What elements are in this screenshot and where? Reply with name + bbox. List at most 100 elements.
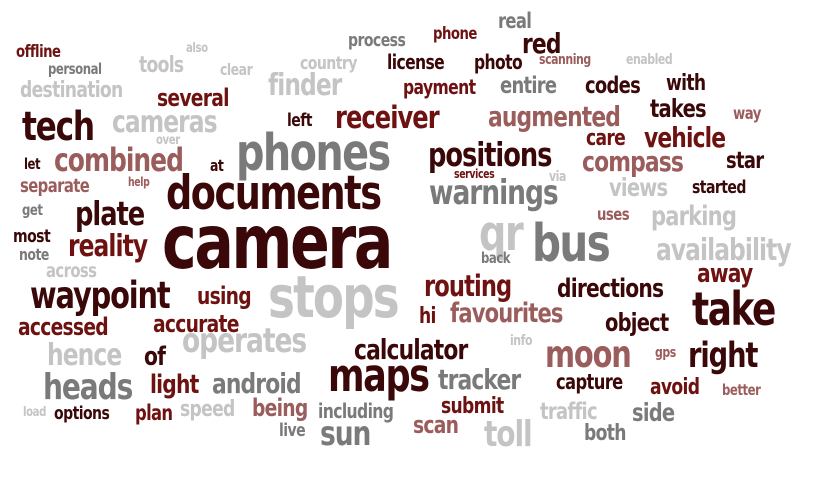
word: via (549, 169, 566, 185)
word: destination (20, 78, 123, 103)
word: plate (75, 194, 145, 233)
word: both (584, 421, 626, 446)
word: of (144, 342, 166, 372)
word: photo (474, 50, 523, 74)
word: info (510, 333, 533, 349)
word: moon (545, 333, 632, 376)
word: scan (413, 411, 459, 439)
word: let (24, 155, 41, 173)
word: accessed (18, 313, 109, 341)
word: country (300, 53, 357, 74)
word: warnings (429, 173, 559, 213)
word: using (197, 282, 252, 310)
word: left (287, 110, 312, 131)
word: routing (424, 269, 512, 303)
word: toll (484, 414, 533, 455)
word: hence (47, 338, 122, 373)
word: cameras (112, 105, 218, 140)
word: live (279, 420, 306, 441)
word: started (692, 177, 746, 198)
word: at (210, 156, 224, 175)
word: get (22, 201, 43, 219)
word: calculator (354, 333, 468, 366)
word: operates (182, 321, 307, 361)
word: documents (166, 166, 382, 221)
word: including (318, 399, 394, 423)
word: with (666, 71, 706, 96)
word: compass (582, 145, 684, 178)
word: light (150, 370, 199, 400)
word: traffic (540, 399, 598, 425)
word: reality (68, 229, 148, 264)
word: finder (268, 68, 342, 103)
word: across (46, 260, 97, 282)
word: camera (162, 198, 393, 286)
word: capture (556, 370, 623, 394)
word: real (498, 9, 532, 33)
word: license (387, 50, 445, 74)
word: star (726, 148, 764, 174)
word: vehicle (644, 121, 726, 154)
word: most (13, 226, 51, 247)
word: way (733, 104, 761, 124)
word: entire (500, 73, 557, 99)
word: sun (320, 414, 371, 454)
word: receiver (335, 100, 440, 136)
word: tracker (438, 363, 521, 396)
word: bus (532, 214, 611, 274)
word: personal (48, 60, 102, 78)
word: clear (220, 60, 253, 79)
word: hi (419, 304, 436, 329)
word: parking (651, 201, 737, 232)
word: maps (328, 349, 430, 402)
word: side (632, 398, 675, 427)
word: phones (236, 124, 391, 183)
word: heads (43, 367, 133, 408)
word: better (722, 381, 761, 399)
word: scanning (539, 52, 591, 68)
word: positions (428, 135, 552, 174)
word: red (522, 27, 561, 60)
word: phone (433, 24, 477, 44)
word: over (156, 133, 180, 148)
word: tech (22, 104, 95, 150)
word: qr (479, 205, 524, 262)
word: object (605, 308, 669, 337)
word: avoid (650, 375, 700, 400)
word: process (348, 30, 406, 51)
word: speed (180, 397, 235, 422)
word: tools (139, 53, 184, 78)
word: views (609, 173, 668, 202)
word: uses (597, 205, 630, 225)
word: take (692, 282, 776, 336)
word: availability (656, 233, 792, 268)
word: codes (585, 73, 641, 99)
word: being (252, 394, 308, 422)
word: favourites (450, 298, 563, 329)
word: directions (557, 274, 664, 304)
word: stops (268, 263, 400, 331)
word: payment (403, 75, 476, 99)
word: right (688, 336, 758, 376)
word: offline (16, 42, 61, 62)
word: augmented (488, 100, 621, 133)
word: services (454, 167, 495, 181)
word: gps (655, 345, 676, 361)
word: combined (54, 141, 184, 179)
word: accurate (153, 310, 239, 338)
word: note (19, 245, 49, 264)
word: back (481, 249, 511, 267)
word: takes (650, 94, 707, 123)
word: options (54, 403, 110, 424)
word: care (586, 126, 626, 151)
word: help (128, 175, 150, 189)
word: submit (441, 394, 504, 419)
word: android (212, 367, 302, 400)
word: waypoint (30, 274, 171, 317)
word: separate (20, 175, 90, 197)
word: several (157, 84, 230, 112)
word: load (23, 405, 46, 420)
word: away (697, 259, 753, 289)
word: plan (135, 401, 173, 425)
